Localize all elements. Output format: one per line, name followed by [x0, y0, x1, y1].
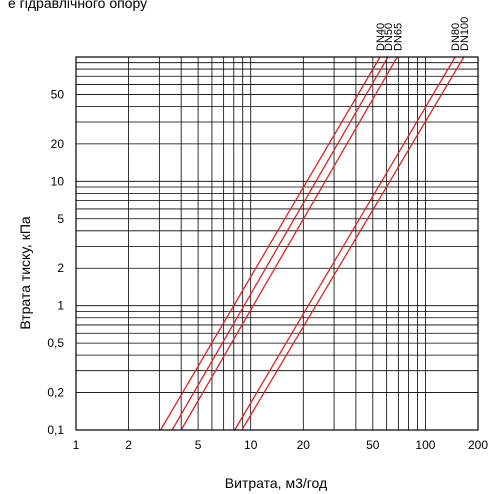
y-tick-label: 1 — [57, 299, 64, 313]
y-tick-label: 50 — [51, 87, 65, 101]
x-tick-label: 2 — [125, 438, 132, 452]
x-tick-label: 200 — [468, 438, 488, 452]
x-tick-labels: 1 2 5 10 20 50 100 200 — [73, 438, 489, 452]
y-tick-label: 0,5 — [47, 336, 64, 350]
plot-frame — [75, 56, 479, 431]
x-tick-label: 1 — [73, 438, 80, 452]
series-label-dn100: DN100 — [459, 17, 471, 51]
x-axis-title: Витрата, м3/год — [225, 475, 327, 491]
series-line-dn100 — [241, 56, 465, 431]
y-axis-title: Втрата тиску, кПа — [17, 216, 33, 330]
x-tick-label: 50 — [366, 438, 380, 452]
x-tick-label: 10 — [244, 438, 258, 452]
y-tick-labels: 0,1 0,2 0,5 1 2 5 10 20 50 — [47, 87, 64, 437]
series-label-dn40: DN40 — [375, 23, 387, 51]
x-tick-label: 20 — [297, 438, 311, 452]
y-tick-label: 2 — [57, 261, 64, 275]
x-tick-label: 100 — [415, 438, 435, 452]
series-label-dn50: DN50 — [383, 23, 395, 51]
y-tick-label: 10 — [51, 174, 65, 188]
y-tick-label: 20 — [51, 137, 65, 151]
series-label-dn80: DN80 — [450, 23, 462, 51]
series-line-dn80 — [234, 56, 456, 431]
x-tick-label: 5 — [195, 438, 202, 452]
series-line-dn50 — [171, 56, 389, 431]
y-tick-label: 0,2 — [47, 386, 64, 400]
series-line-dn65 — [180, 56, 398, 431]
series-line-dn40 — [160, 56, 381, 431]
y-tick-label: 0,1 — [47, 423, 64, 437]
header-text: е гідравлічного опору — [8, 0, 147, 11]
grid — [76, 57, 478, 430]
series-label-dn65: DN65 — [392, 23, 404, 51]
plot-lines — [160, 56, 465, 431]
y-tick-label: 5 — [57, 212, 64, 226]
